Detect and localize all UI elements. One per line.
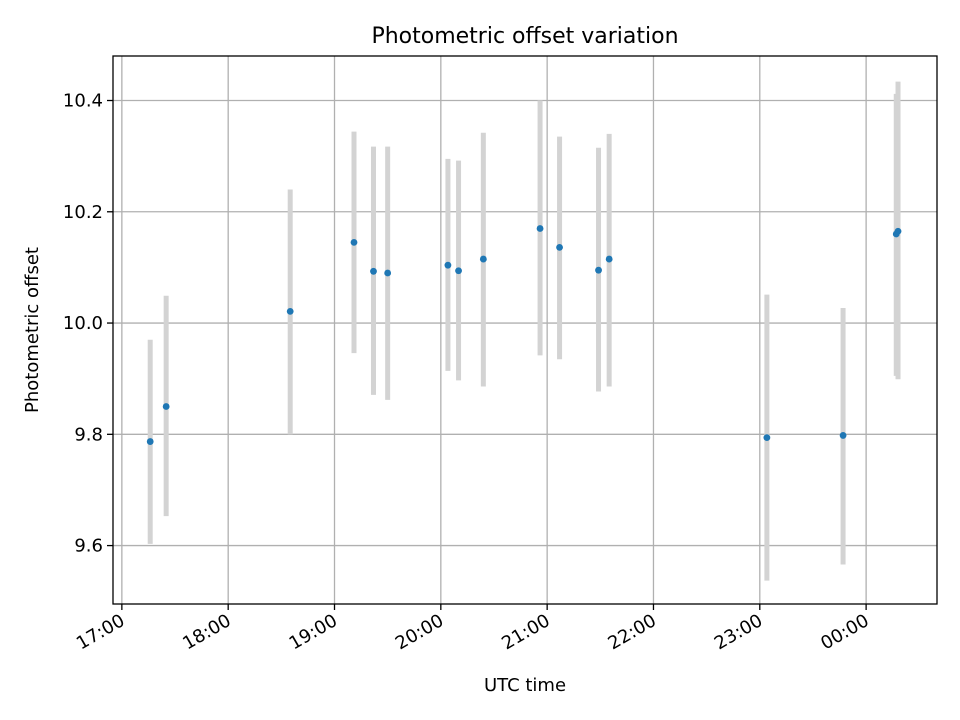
data-point	[444, 261, 452, 269]
y-tick-label: 9.6	[74, 536, 103, 557]
data-point	[455, 267, 462, 275]
data-point	[605, 255, 613, 263]
data-point	[536, 225, 544, 232]
y-tick-label: 10.2	[63, 202, 103, 223]
y-tick-label: 10.4	[63, 91, 103, 112]
data-point	[595, 266, 602, 274]
data-point	[286, 307, 294, 315]
y-axis-label: Photometric offset	[22, 247, 43, 413]
data-point	[370, 267, 377, 275]
chart-title: Photometric offset variation	[371, 24, 678, 49]
data-point	[894, 227, 902, 235]
data-point	[763, 434, 771, 442]
data-point	[556, 243, 563, 251]
data-point	[839, 432, 847, 439]
data-points	[146, 225, 902, 445]
data-point	[162, 403, 170, 410]
data-point	[146, 438, 154, 445]
x-axis-label: UTC time	[484, 675, 566, 696]
y-axis-ticks: 9.6 9.8 10.0 10.2 10.4	[63, 91, 113, 557]
grid	[113, 56, 937, 604]
y-tick-label: 9.8	[74, 424, 103, 445]
data-point	[384, 269, 392, 277]
data-point	[479, 255, 487, 263]
plot-frame	[112, 55, 938, 605]
y-tick-label: 10.0	[63, 313, 103, 334]
data-point	[350, 238, 358, 246]
